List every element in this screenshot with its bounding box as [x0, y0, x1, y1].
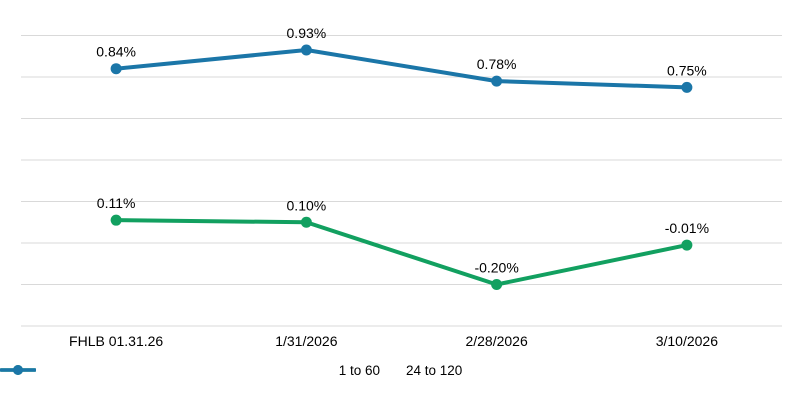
series-line-1-to-60	[114, 218, 689, 287]
legend-label-24-to-120: 24 to 120	[405, 363, 463, 378]
legend: 1 to 60 24 to 120	[0, 364, 801, 378]
legend-line-marker-icon	[0, 365, 36, 375]
data-label-24-to-120: 0.84%	[96, 44, 136, 60]
x-axis-label: 1/31/2026	[275, 333, 337, 349]
series-24-to-120: 0.84% 0.93% 0.78% 0.75%	[96, 25, 707, 93]
data-point-1-to-60	[300, 216, 312, 228]
data-label-1-to-60: 0.11%	[97, 195, 136, 211]
legend-item-1-to-60: 1 to 60	[0, 363, 380, 378]
x-axis: FHLB 01.31.26 1/31/2026 2/28/2026 3/10/2026	[69, 333, 718, 349]
data-point-24-to-120	[681, 81, 693, 93]
data-label-24-to-120: 0.78%	[477, 56, 517, 72]
data-label-24-to-120: 0.93%	[287, 25, 327, 41]
data-point-1-to-60	[681, 239, 693, 251]
data-label-1-to-60: 0.10%	[287, 197, 327, 213]
data-point-24-to-120	[300, 44, 312, 56]
data-point-24-to-120	[110, 63, 122, 75]
series-1-to-60: 0.11% 0.10% -0.20% -0.01%	[97, 195, 709, 290]
data-label-24-to-120: 0.75%	[667, 62, 707, 78]
gridlines	[21, 35, 782, 327]
x-axis-label: 2/28/2026	[465, 333, 527, 349]
legend-label-1-to-60: 1 to 60	[338, 363, 380, 378]
data-label-1-to-60: -0.01%	[665, 220, 709, 236]
series-line-24-to-120	[114, 48, 689, 90]
x-axis-label: 3/10/2026	[656, 333, 718, 349]
data-point-24-to-120	[491, 75, 503, 87]
data-point-1-to-60	[110, 214, 122, 226]
x-axis-label: FHLB 01.31.26	[69, 333, 163, 349]
legend-item-24-to-120: 24 to 120	[0, 363, 463, 378]
data-label-1-to-60: -0.20%	[474, 260, 518, 276]
data-point-1-to-60	[491, 279, 503, 290]
